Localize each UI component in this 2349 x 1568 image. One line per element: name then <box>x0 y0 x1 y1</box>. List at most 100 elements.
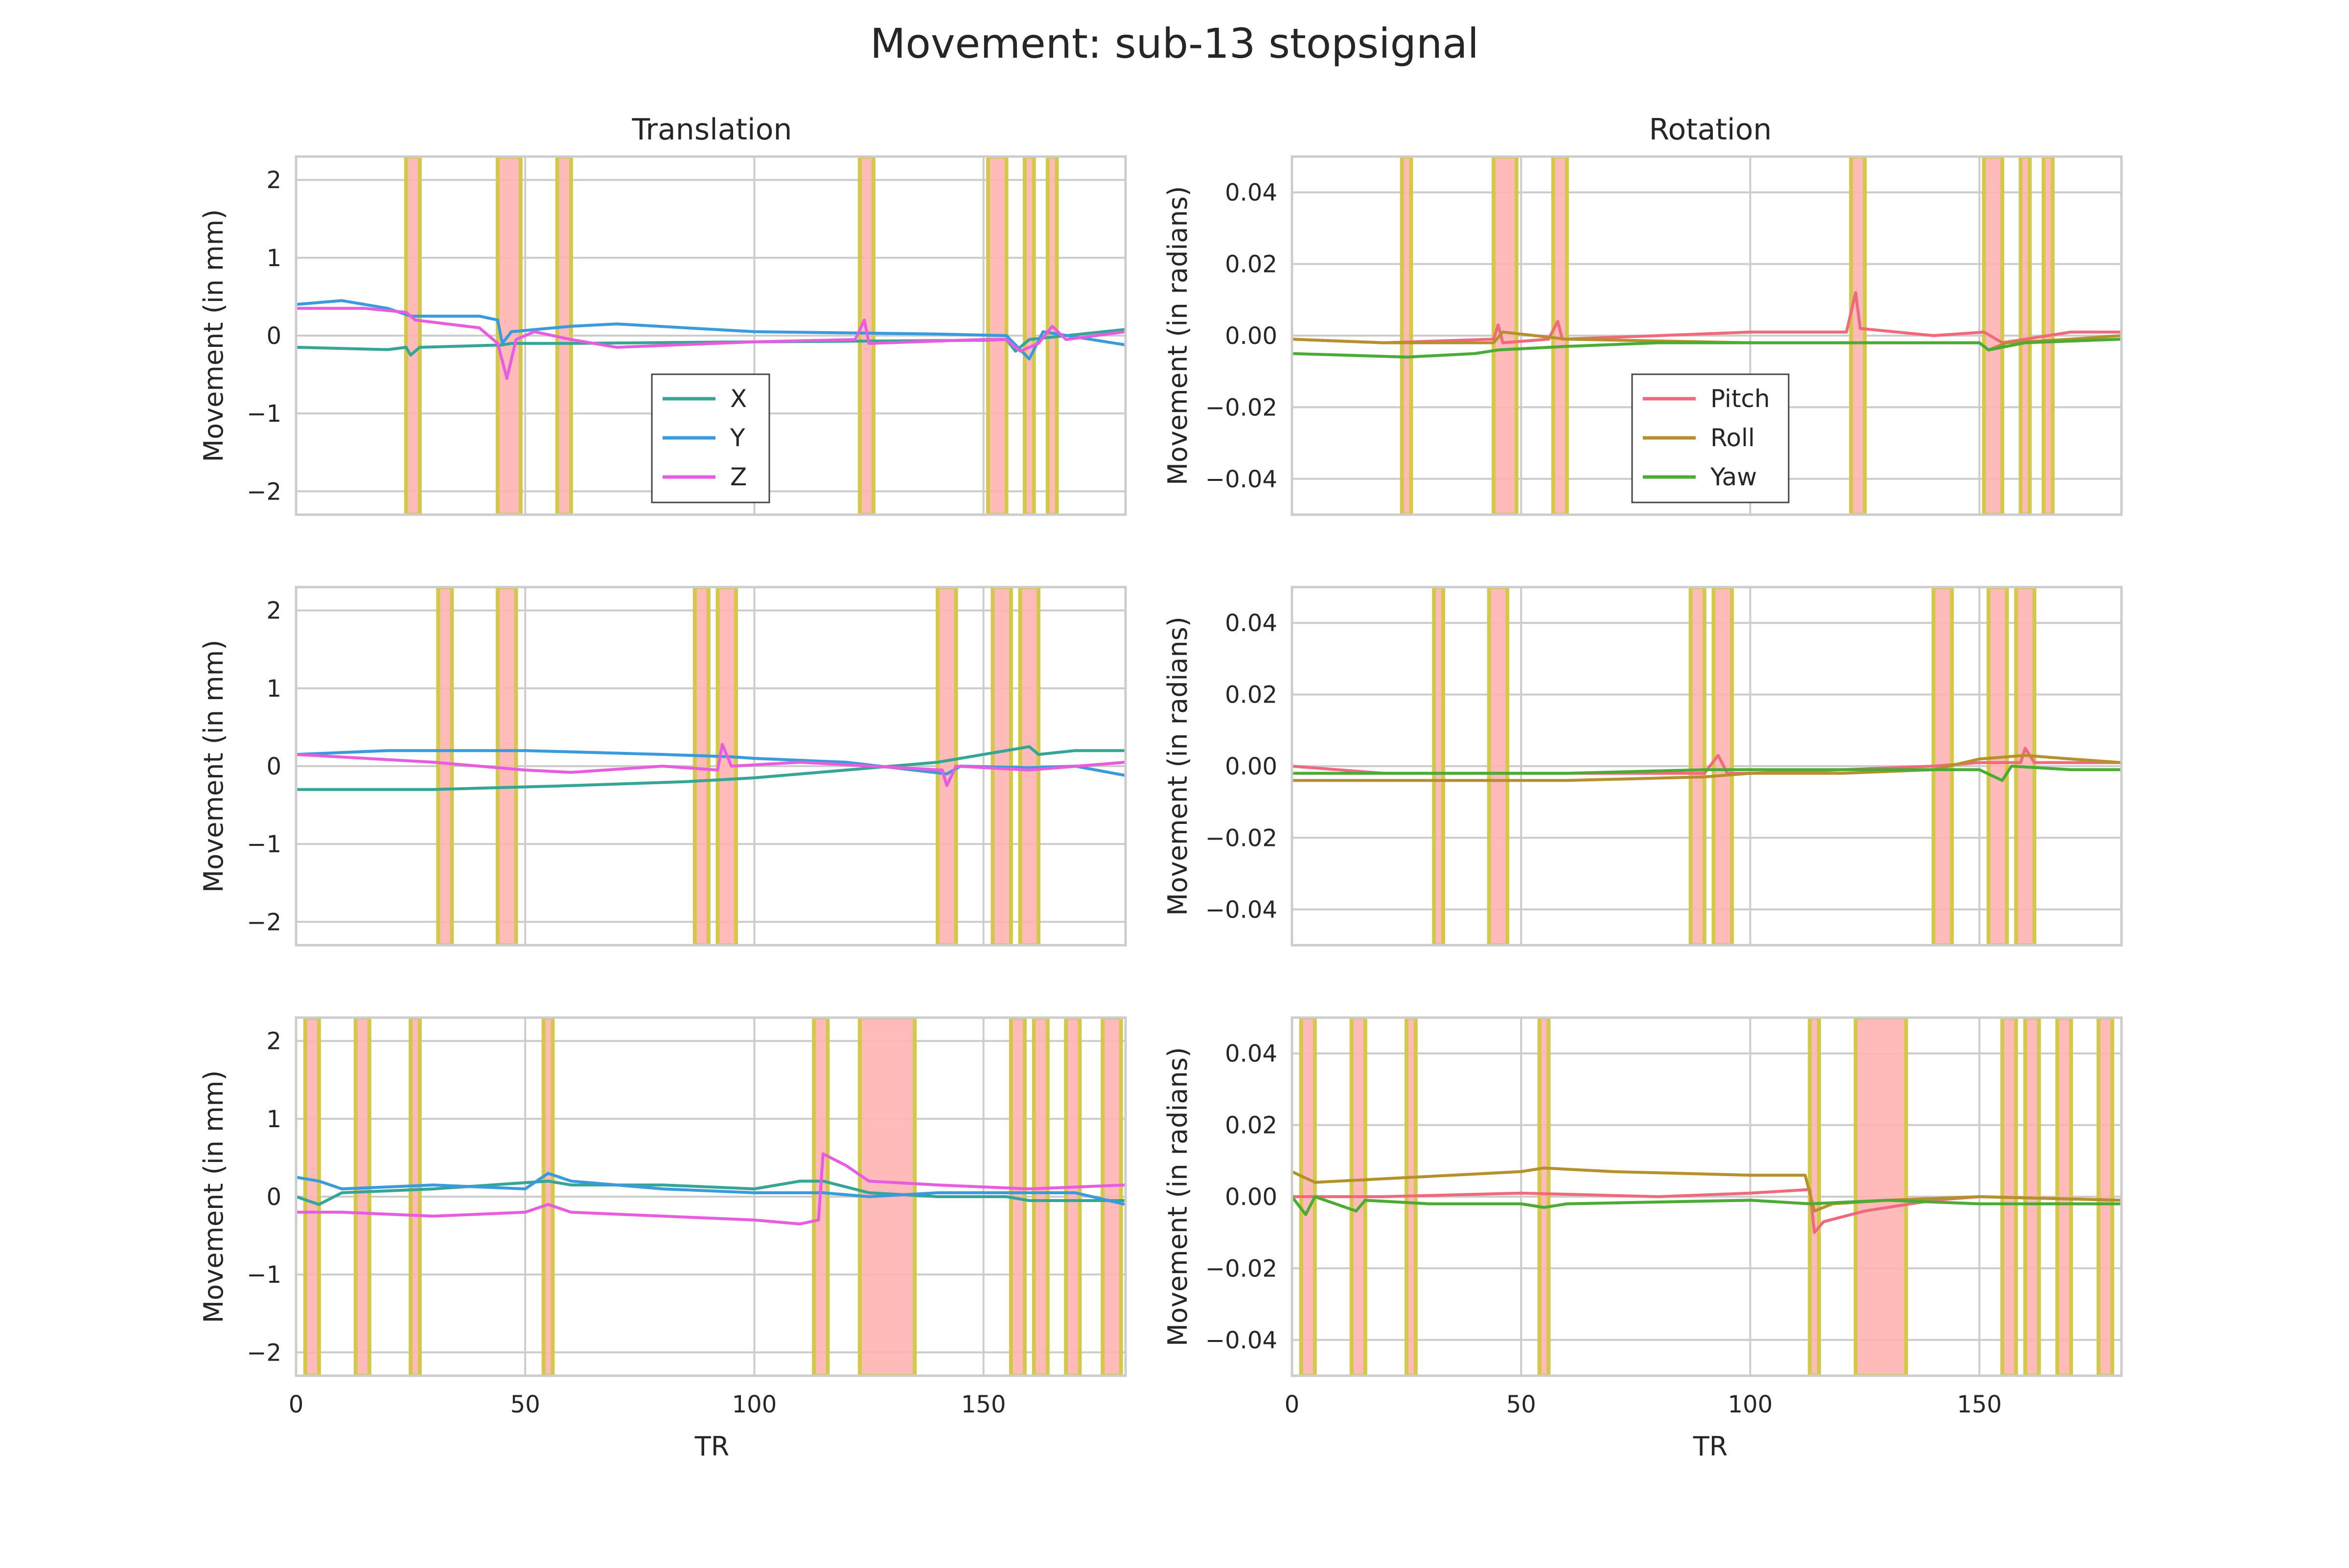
y-tick-label: −2 <box>247 478 281 505</box>
outlier-span <box>1032 1018 1050 1376</box>
series-lines <box>1292 291 2121 359</box>
series-line-z <box>296 743 1126 787</box>
series-line-roll <box>1292 754 2121 782</box>
outlier-spans <box>303 1018 1123 1376</box>
panel-rotation-row3: −0.04 −0.02 0.00 0.02 0.04 0 50 100 150 Movement … <box>1162 1016 2123 1418</box>
legend-label-x: X <box>730 385 747 413</box>
series-lines <box>296 1152 1126 1226</box>
y-tick-label: 0.00 <box>1225 753 1277 780</box>
series-line-z <box>296 307 1126 380</box>
series-lines <box>296 743 1126 791</box>
outlier-span <box>436 587 454 945</box>
series-line-pitch <box>1292 1188 2121 1234</box>
outlier-span <box>353 1018 371 1376</box>
y-tick-label: 0.04 <box>1225 179 1277 206</box>
legend-label-y: Y <box>730 424 745 452</box>
y-tick-label: 0.02 <box>1225 682 1277 709</box>
x-tick-label: 100 <box>1728 1391 1773 1418</box>
series-line-pitch <box>1292 291 2121 344</box>
y-tick-label: 2 <box>266 1028 281 1055</box>
x-axis-label-translation: TR <box>694 1431 730 1462</box>
legend-rotation: Pitch Roll Yaw <box>1631 373 1790 503</box>
x-tick-label: 0 <box>1285 1391 1300 1418</box>
outlier-span <box>2018 157 2032 515</box>
y-tick-label: 0.00 <box>1225 322 1277 350</box>
panel-translation-row2: −2 −1 0 1 2 Movement (in mm) <box>198 586 1127 947</box>
series-line-yaw <box>1292 1195 2121 1216</box>
outlier-span <box>1487 587 1510 945</box>
legend-label-yaw: Yaw <box>1710 463 1757 491</box>
x-tick-label: 100 <box>732 1391 777 1418</box>
y-tick-label: −1 <box>247 400 281 428</box>
series-lines <box>1292 1166 2121 1234</box>
panel-frame <box>295 1016 1127 1377</box>
y-tick-label: 1 <box>266 1106 281 1133</box>
y-tick-label: 1 <box>266 245 281 272</box>
outlier-span <box>1492 157 1519 515</box>
y-axis-label: Movement (in mm) <box>198 1070 229 1323</box>
legend-label-z: Z <box>730 463 747 491</box>
y-tick-label: −1 <box>247 831 281 858</box>
y-tick-label: −0.02 <box>1205 394 1277 421</box>
y-tick-label: 0.04 <box>1225 1040 1277 1068</box>
x-tick-label: 50 <box>1506 1391 1536 1418</box>
panel-frame <box>1290 155 2123 516</box>
x-tick-label: 50 <box>510 1391 540 1418</box>
outlier-span <box>1986 587 2009 945</box>
y-tick-label: −2 <box>247 1339 281 1366</box>
legend-label-roll: Roll <box>1710 424 1755 452</box>
y-axis-label: Movement (in radians) <box>1162 186 1193 485</box>
y-tick-label: 2 <box>266 597 281 625</box>
column-title-translation: Translation <box>632 113 792 147</box>
outlier-span <box>2096 1018 2115 1376</box>
outlier-span <box>1853 1018 1908 1376</box>
outlier-span <box>541 1018 555 1376</box>
panel-frame <box>295 586 1127 947</box>
y-tick-label: 0 <box>266 322 281 350</box>
outlier-span <box>1101 1018 1123 1376</box>
y-tick-label: 1 <box>266 675 281 703</box>
x-tick-label: 0 <box>289 1391 304 1418</box>
outlier-span <box>409 1018 422 1376</box>
outlier-span <box>1022 157 1036 515</box>
series-line-yaw <box>1292 765 2121 782</box>
outlier-span <box>1400 157 1413 515</box>
outlier-span <box>936 587 958 945</box>
series-line-x <box>296 328 1126 357</box>
y-axis-label: Movement (in mm) <box>198 209 229 462</box>
y-tick-label: −0.04 <box>1205 1327 1277 1354</box>
y-axis-label: Movement (in radians) <box>1162 1047 1193 1346</box>
x-axis-label-rotation: TR <box>1693 1431 1728 1462</box>
series-lines <box>296 299 1126 380</box>
series-lines <box>1292 747 2121 782</box>
outlier-span <box>1537 1018 1551 1376</box>
y-tick-label: −0.04 <box>1205 466 1277 493</box>
legend-translation: XYZ <box>651 373 770 503</box>
outlier-span <box>1432 587 1446 945</box>
y-tick-label: 0.02 <box>1225 251 1277 278</box>
panel-frame <box>1290 586 2123 947</box>
y-tick-label: 0.02 <box>1225 1112 1277 1139</box>
panels-layer: −2 −1 0 1 2 Movement (in mm) XYZ −0.04 −0.02 0.00… <box>198 155 2123 1418</box>
column-title-rotation: Rotation <box>1649 113 1772 147</box>
outlier-span <box>496 587 518 945</box>
panel-frame <box>1290 1016 2123 1377</box>
outlier-span <box>404 157 422 515</box>
y-tick-label: −0.02 <box>1205 1255 1277 1282</box>
outlier-span <box>2055 1018 2073 1376</box>
y-tick-label: 0.00 <box>1225 1183 1277 1211</box>
outlier-spans <box>404 157 1059 515</box>
y-tick-label: −1 <box>247 1261 281 1289</box>
y-tick-label: −2 <box>247 909 281 936</box>
outlier-span <box>1982 157 2004 515</box>
panel-rotation-row1: −0.04 −0.02 0.00 0.02 0.04 Movement (in radia… <box>1162 155 2123 516</box>
outlier-span <box>1688 587 1706 945</box>
y-axis-label: Movement (in mm) <box>198 640 229 893</box>
series-line-z <box>296 1152 1126 1226</box>
series-line-yaw <box>1292 338 2121 359</box>
panel-translation-row1: −2 −1 0 1 2 Movement (in mm) XYZ <box>198 155 1127 516</box>
series-line-y <box>296 749 1126 777</box>
y-tick-label: 0 <box>266 753 281 780</box>
series-line-y <box>296 1172 1126 1206</box>
